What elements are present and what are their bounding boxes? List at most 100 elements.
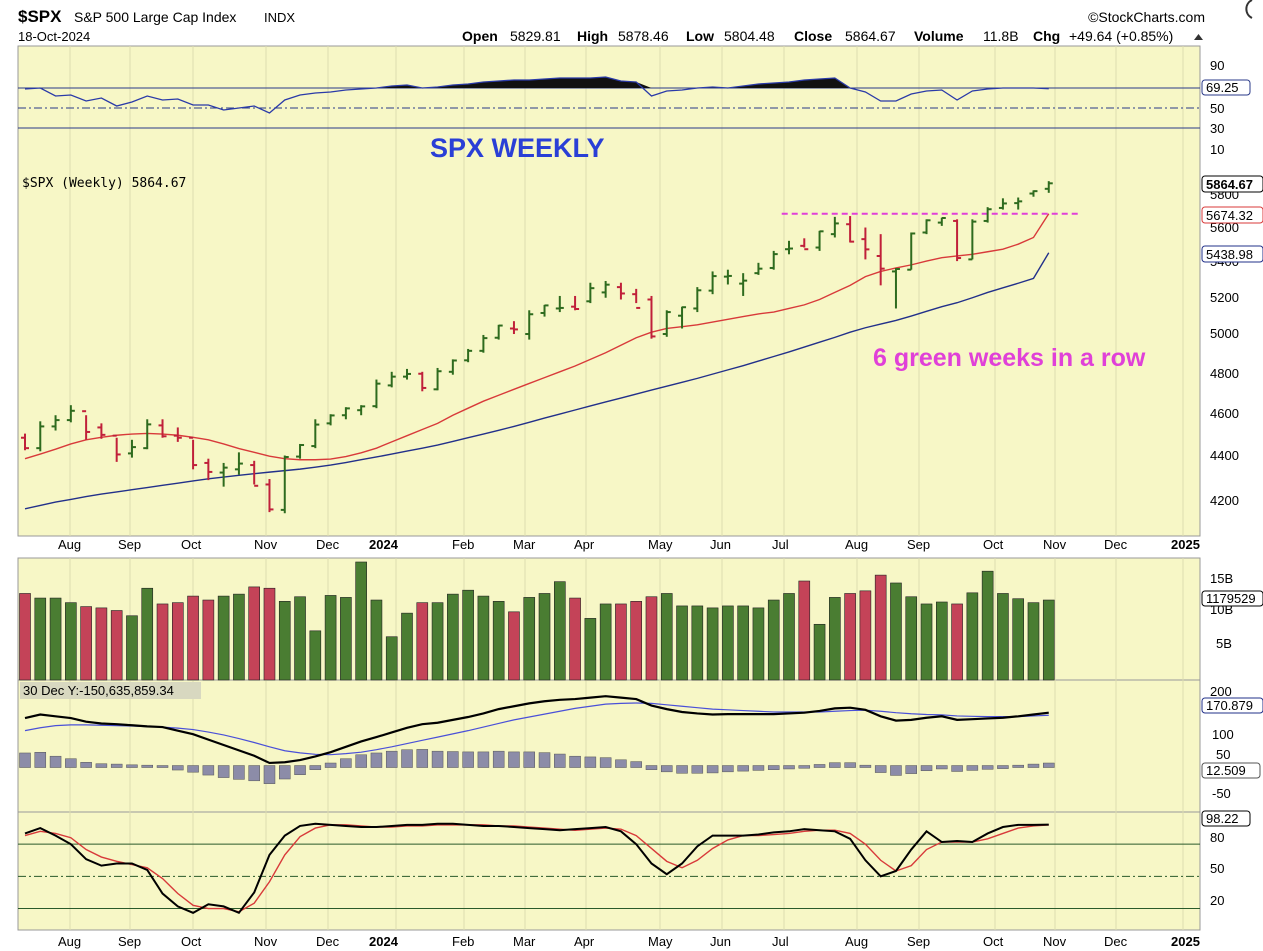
volume-bar [80,606,92,681]
x-tick: Nov [254,934,278,949]
volume-bar [324,595,337,681]
high-value: 5878.46 [618,28,669,44]
macd-histogram-bar [156,765,169,768]
rsi-tick: 50 [1210,101,1224,116]
macd-histogram-bar [1027,763,1040,768]
ohlc-bar [785,240,793,255]
macd-histogram-bar [951,765,963,772]
price-tick: 5000 [1210,326,1239,341]
macd-histogram-bar [691,765,704,774]
ohlc-bar [662,310,671,337]
high-label: High [577,28,608,44]
ohlc-bar [448,359,457,375]
macd-histogram-bar [997,765,1009,769]
ohlc-bar [189,436,198,470]
ohlc-bar [158,419,167,438]
x-tick: Sep [907,934,930,949]
x-tick: Dec [1104,537,1128,552]
volume-bar [49,597,62,681]
volume-bar [370,599,383,681]
volume-bar [309,630,322,681]
x-tick: Jul [772,934,789,949]
volume-bar [767,599,780,681]
macd-histogram-bar [661,765,673,773]
macd-histogram-bar [767,765,780,770]
volume-bar [355,561,367,681]
ohlc-bar [494,324,503,340]
x-tick: Jun [710,537,731,552]
x-tick: Aug [58,537,81,552]
ohlc-bar [739,273,748,296]
ohlc-bar [1044,181,1053,193]
close-badge-value: 5864.67 [1206,177,1253,192]
x-tick: Dec [316,537,340,552]
volume-bar [141,587,154,681]
price-tick: 4600 [1210,406,1239,421]
stochastic-panel-frame [17,811,1201,931]
volume-bar [966,592,979,681]
ohlc-bar [601,280,610,298]
macd-histogram-bar [813,764,826,768]
macd-histogram-bar [829,762,841,768]
ohlc-bar [861,227,870,260]
ohlc-summary: Open 5829.81 High 5878.46 Low 5804.48 Cl… [462,28,1203,44]
macd-histogram-bar [233,765,245,780]
ohlc-bar [968,219,977,261]
volume-bar [798,580,811,681]
ohlc-bar [754,262,763,275]
ohlc-bar [846,216,855,243]
histogram-badge [1201,762,1261,779]
ohlc-bar [1029,190,1038,197]
x-tick: May [648,537,673,552]
volume-bar [202,599,215,681]
x-tick-year: 2024 [369,934,399,949]
ohlc-bar [265,479,274,513]
macd-histogram-bar [783,765,795,770]
x-tick: Aug [845,537,868,552]
stochastic-tick: 20 [1210,893,1224,908]
ohlc-bar [234,452,243,475]
volume-bar [1027,602,1040,681]
stochastic-d-line [24,824,1049,913]
macd-tick: 100 [1212,727,1234,742]
x-axis-bottom: Aug Sep Oct Nov Dec 2024 Feb Mar Apr May… [58,934,1200,949]
x-tick: Mar [513,537,536,552]
volume-bar [492,601,505,681]
volume-bar [997,593,1009,681]
rsi-badge-value: 69.25 [1206,80,1239,95]
low-value: 5804.48 [724,28,775,44]
volume-bar [599,603,612,681]
ohlc-bar [1014,197,1023,210]
macd-histogram-bar [126,764,138,768]
volume-bar [691,605,704,681]
x-tick: Dec [1104,934,1128,949]
macd-histogram-bar [584,756,597,768]
ohlc-bar [983,207,992,223]
volume-bar [95,607,108,681]
x-tick: Oct [181,934,202,949]
ohlc-bar [937,217,946,226]
ohlc-bar [143,419,152,450]
x-tick: Oct [181,537,202,552]
ohlc-bar [509,321,518,335]
ohlc-bar [204,458,213,481]
macd-histogram-bar [49,755,62,768]
low-label: Low [686,28,714,44]
macd-histogram-bar [172,765,184,771]
rsi-line [24,76,1049,114]
x-tick: Mar [513,934,536,949]
volume-bar [34,597,47,681]
volume-badge [1201,590,1263,607]
ohlc-bar [51,415,60,431]
macd-histogram-bar [141,764,153,768]
rsi-overbought-fill [25,77,1049,88]
volume-bar [278,601,291,681]
macd-panel-frame [17,679,1201,813]
ohlc-bar [830,216,839,238]
volume-panel [19,561,1055,681]
ohlc-bar [464,348,473,363]
macd-histogram-bar [217,765,230,778]
ohlc-bar [922,219,931,235]
histogram-badge-value: 12.509 [1206,763,1246,778]
ohlc-bar [891,267,900,309]
